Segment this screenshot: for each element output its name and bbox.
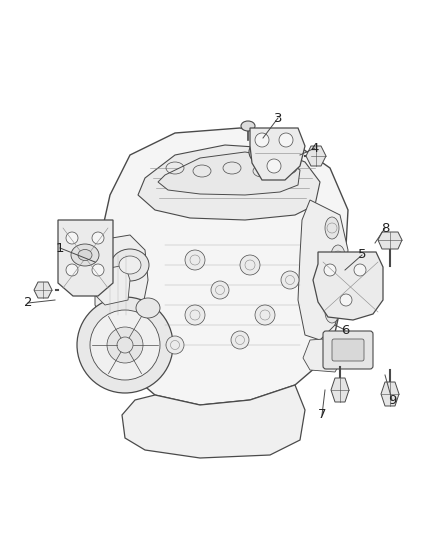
- Ellipse shape: [325, 217, 339, 239]
- Circle shape: [255, 133, 269, 147]
- Ellipse shape: [331, 274, 345, 296]
- Circle shape: [255, 305, 275, 325]
- Circle shape: [107, 327, 143, 363]
- FancyBboxPatch shape: [332, 339, 364, 361]
- Text: 5: 5: [358, 248, 366, 262]
- Circle shape: [231, 331, 249, 349]
- Circle shape: [66, 264, 78, 276]
- Text: 1: 1: [56, 241, 64, 254]
- Text: 3: 3: [274, 111, 282, 125]
- Ellipse shape: [71, 244, 99, 266]
- Circle shape: [324, 264, 336, 276]
- Circle shape: [281, 271, 299, 289]
- Circle shape: [77, 297, 173, 393]
- Ellipse shape: [241, 121, 255, 131]
- Circle shape: [92, 264, 104, 276]
- Ellipse shape: [119, 256, 141, 274]
- Polygon shape: [381, 382, 399, 406]
- Polygon shape: [122, 385, 305, 458]
- Circle shape: [66, 232, 78, 244]
- Text: 6: 6: [341, 324, 349, 336]
- Ellipse shape: [111, 249, 149, 281]
- Text: 2: 2: [24, 296, 32, 310]
- Ellipse shape: [136, 298, 160, 318]
- Circle shape: [340, 294, 352, 306]
- Polygon shape: [138, 145, 320, 220]
- Polygon shape: [95, 128, 348, 405]
- Polygon shape: [298, 200, 348, 340]
- Ellipse shape: [249, 138, 287, 166]
- Polygon shape: [158, 152, 300, 195]
- Polygon shape: [95, 235, 148, 325]
- Circle shape: [166, 336, 184, 354]
- Polygon shape: [303, 338, 342, 372]
- Circle shape: [185, 250, 205, 270]
- Ellipse shape: [325, 301, 339, 323]
- Circle shape: [267, 159, 281, 173]
- FancyBboxPatch shape: [323, 331, 373, 369]
- Circle shape: [354, 264, 366, 276]
- Polygon shape: [58, 220, 113, 296]
- Circle shape: [279, 133, 293, 147]
- Polygon shape: [34, 282, 52, 298]
- Circle shape: [185, 305, 205, 325]
- Text: 7: 7: [318, 408, 326, 422]
- Text: 4: 4: [311, 141, 319, 155]
- Circle shape: [240, 255, 260, 275]
- Ellipse shape: [78, 249, 92, 261]
- Polygon shape: [331, 378, 349, 402]
- Polygon shape: [378, 232, 402, 249]
- Circle shape: [90, 310, 160, 380]
- Text: 8: 8: [381, 222, 389, 235]
- Polygon shape: [306, 146, 326, 166]
- Polygon shape: [250, 128, 305, 180]
- Text: 9: 9: [388, 393, 396, 407]
- Circle shape: [92, 232, 104, 244]
- Ellipse shape: [331, 245, 345, 267]
- Polygon shape: [95, 265, 130, 305]
- Circle shape: [211, 281, 229, 299]
- Polygon shape: [313, 252, 383, 320]
